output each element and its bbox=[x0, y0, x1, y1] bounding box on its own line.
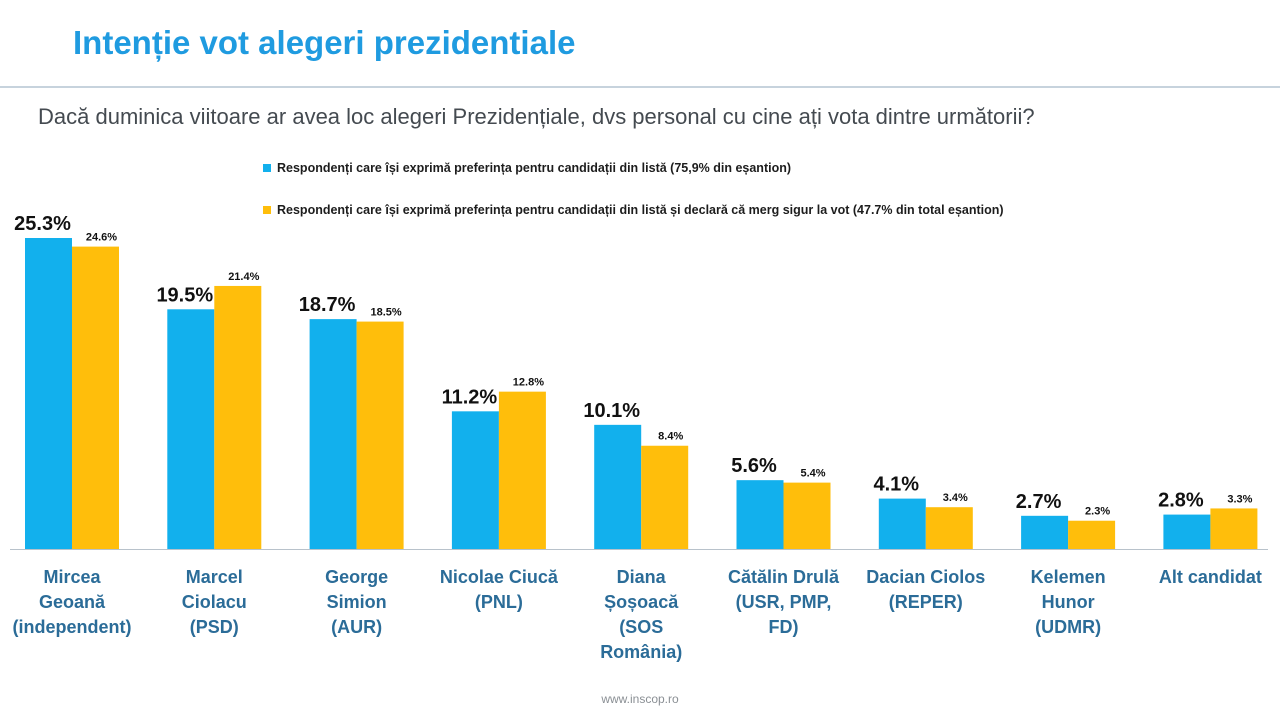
source-footer: www.inscop.ro bbox=[601, 692, 679, 706]
category-label-1-line-1: Mircea bbox=[43, 567, 101, 587]
category-label-3-line-1: George bbox=[325, 567, 388, 587]
bar-series-2-4 bbox=[498, 391, 546, 549]
bar-series-1-6 bbox=[736, 480, 784, 549]
data-label-series-2-5: 8.4% bbox=[658, 431, 683, 443]
bar-series-1-8 bbox=[1021, 515, 1069, 549]
title-divider bbox=[0, 86, 1280, 88]
category-label-5-line-4: România) bbox=[600, 642, 682, 662]
data-label-series-1-7: 4.1% bbox=[874, 474, 920, 496]
bar-series-2-2 bbox=[214, 285, 262, 549]
data-label-series-1-6: 5.6% bbox=[731, 455, 777, 477]
data-label-series-2-4: 12.8% bbox=[513, 377, 544, 389]
bar-series-1-3 bbox=[309, 319, 357, 549]
data-label-series-1-8: 2.7% bbox=[1016, 491, 1062, 513]
category-label-7-line-2: (REPER) bbox=[889, 592, 963, 612]
bar-series-2-9 bbox=[1210, 508, 1258, 549]
question-subtitle: Dacă duminica viitoare ar avea loc alege… bbox=[38, 104, 1035, 129]
category-label-2-line-1: Marcel bbox=[186, 567, 243, 587]
legend-label-series-2: Respondenți care își exprimă preferința … bbox=[277, 203, 1004, 217]
category-label-6-line-2: (USR, PMP, bbox=[736, 592, 832, 612]
category-label-1-line-3: (independent) bbox=[13, 617, 132, 637]
data-label-series-1-3: 18.7% bbox=[299, 294, 356, 316]
legend-item-series-2: Respondenți care își exprimă preferința … bbox=[263, 200, 1004, 220]
category-label-1-line-2: Geoană bbox=[39, 592, 106, 612]
chart-legend: Respondenți care își exprimă preferința … bbox=[263, 158, 1004, 242]
data-label-series-2-9: 3.3% bbox=[1227, 493, 1252, 505]
category-label-8-line-1: Kelemen bbox=[1031, 567, 1106, 587]
data-label-series-2-6: 5.4% bbox=[800, 468, 825, 480]
category-label-2-line-3: (PSD) bbox=[190, 617, 239, 637]
category-label-9-line-1: Alt candidat bbox=[1159, 567, 1262, 587]
data-label-series-2-2: 21.4% bbox=[228, 271, 259, 283]
category-label-5-line-3: (SOS bbox=[619, 617, 663, 637]
bar-series-2-1 bbox=[72, 246, 119, 549]
category-label-7-line-1: Dacian Ciolos bbox=[866, 567, 985, 587]
bar-series-2-7 bbox=[925, 507, 973, 549]
category-label-6-line-3: FD) bbox=[769, 617, 799, 637]
data-label-series-1-5: 10.1% bbox=[583, 400, 640, 422]
legend-item-series-1: Respondenți care își exprimă preferința … bbox=[263, 158, 1004, 178]
bar-series-2-8 bbox=[1068, 520, 1116, 549]
category-label-5-line-1: Diana bbox=[617, 567, 667, 587]
data-label-series-1-2: 19.5% bbox=[156, 284, 213, 306]
bar-series-1-9 bbox=[1163, 514, 1211, 549]
bar-series-1-4 bbox=[451, 411, 499, 549]
legend-swatch-series-1 bbox=[263, 164, 271, 172]
data-label-series-2-7: 3.4% bbox=[943, 492, 968, 504]
category-label-8-line-2: Hunor bbox=[1042, 592, 1095, 612]
bar-series-1-5 bbox=[594, 424, 642, 549]
category-label-5-line-2: Șoșoacă bbox=[604, 592, 679, 612]
category-label-3-line-2: Simion bbox=[327, 592, 387, 612]
bar-series-1-1 bbox=[25, 238, 72, 549]
legend-swatch-series-2 bbox=[263, 206, 271, 214]
data-label-series-2-3: 18.5% bbox=[370, 307, 401, 319]
bar-series-2-3 bbox=[356, 321, 404, 549]
data-label-series-1-9: 2.8% bbox=[1158, 490, 1204, 512]
data-label-series-2-1: 24.6% bbox=[86, 232, 117, 244]
data-label-series-2-8: 2.3% bbox=[1085, 506, 1110, 518]
category-label-2-line-2: Ciolacu bbox=[182, 592, 247, 612]
data-label-series-1-1: 25.3% bbox=[14, 213, 71, 235]
legend-label-series-1: Respondenți care își exprimă preferința … bbox=[277, 161, 792, 175]
category-label-6-line-1: Cătălin Drulă bbox=[728, 567, 840, 587]
category-label-4-line-1: Nicolae Ciucă bbox=[440, 567, 559, 587]
page-title: Intenție vot alegeri prezidentiale bbox=[73, 24, 576, 61]
category-label-3-line-3: (AUR) bbox=[331, 617, 382, 637]
category-label-4-line-2: (PNL) bbox=[475, 592, 523, 612]
bar-series-1-7 bbox=[878, 498, 926, 549]
bar-series-2-5 bbox=[641, 445, 689, 549]
data-label-series-1-4: 11.2% bbox=[442, 386, 498, 408]
bar-series-1-2 bbox=[167, 309, 215, 549]
category-label-8-line-3: (UDMR) bbox=[1035, 617, 1101, 637]
bar-series-2-6 bbox=[783, 482, 831, 549]
